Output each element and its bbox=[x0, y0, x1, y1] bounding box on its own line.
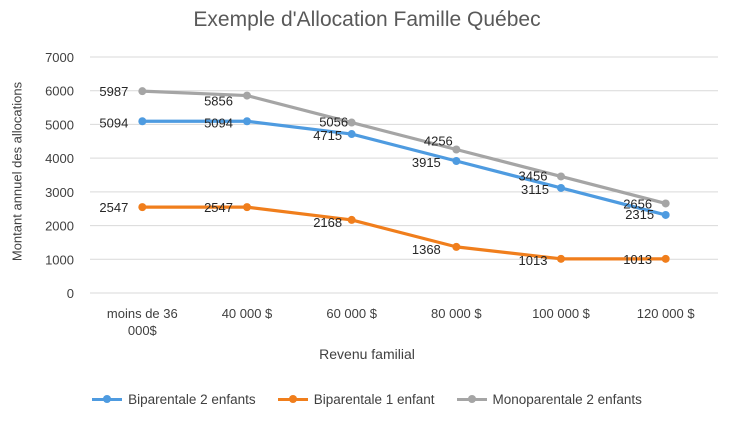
legend-label: Monoparentale 2 enfants bbox=[492, 392, 642, 407]
data-label: 5856 bbox=[204, 94, 233, 109]
data-label: 5987 bbox=[99, 84, 128, 99]
x-tick-label: 80 000 $ bbox=[431, 306, 482, 321]
data-label: 2168 bbox=[313, 215, 342, 230]
data-point bbox=[557, 172, 565, 181]
legend-item-biparentale-2: Biparentale 2 enfants bbox=[92, 392, 256, 407]
data-point bbox=[661, 199, 670, 208]
data-label: 5094 bbox=[99, 115, 128, 130]
data-point bbox=[557, 183, 565, 192]
y-tick-label: 7000 bbox=[45, 50, 74, 65]
data-point bbox=[557, 254, 565, 263]
data-label: 1368 bbox=[412, 242, 441, 257]
y-tick-label: 3000 bbox=[45, 185, 74, 200]
data-point bbox=[452, 242, 461, 251]
x-axis-label: Revenu familial bbox=[319, 346, 415, 362]
data-point bbox=[661, 210, 670, 219]
series-line bbox=[142, 119, 667, 217]
y-tick-label: 2000 bbox=[45, 219, 74, 234]
y-tick-label: 0 bbox=[67, 286, 74, 301]
x-tick-label: 40 000 $ bbox=[222, 306, 273, 321]
data-label: 2315 bbox=[625, 207, 654, 222]
grid-lines bbox=[90, 56, 718, 294]
legend: Biparentale 2 enfants Biparentale 1 enfa… bbox=[0, 392, 734, 407]
data-label: 2547 bbox=[204, 200, 233, 215]
x-tick-label: 60 000 $ bbox=[326, 306, 377, 321]
data-point bbox=[661, 254, 670, 263]
data-label: 4715 bbox=[313, 128, 342, 143]
legend-swatch-gray bbox=[456, 395, 487, 403]
y-tick-label: 4000 bbox=[45, 151, 74, 166]
y-tick-label: 6000 bbox=[45, 84, 74, 99]
y-tick-label: 1000 bbox=[45, 252, 74, 267]
data-point bbox=[347, 215, 356, 224]
chart-title: Exemple d'Allocation Famille Québec bbox=[193, 8, 541, 31]
series-lines bbox=[138, 87, 670, 263]
data-point bbox=[138, 203, 147, 212]
data-point bbox=[243, 203, 251, 212]
data-point bbox=[138, 87, 147, 96]
x-axis-ticks: moins de 36 000$ 40 000 $ 60 000 $ 80 000 $ 1… bbox=[107, 306, 695, 338]
y-tick-label: 5000 bbox=[45, 117, 74, 132]
data-point bbox=[452, 145, 461, 154]
data-label: 2547 bbox=[99, 200, 128, 215]
legend-item-biparentale-1: Biparentale 1 enfant bbox=[277, 392, 435, 407]
legend-label: Biparentale 2 enfants bbox=[128, 392, 256, 407]
legend-label: Biparentale 1 enfant bbox=[313, 392, 435, 407]
data-label: 3115 bbox=[521, 182, 549, 197]
legend-item-monoparentale-2: Monoparentale 2 enfants bbox=[456, 392, 642, 407]
data-label: 5094 bbox=[204, 115, 233, 130]
data-label: 3456 bbox=[519, 168, 548, 183]
data-point bbox=[452, 157, 461, 166]
data-point bbox=[138, 117, 147, 126]
legend-swatch-blue bbox=[92, 395, 123, 403]
x-tick-label: 100 000 $ bbox=[532, 306, 591, 321]
data-point bbox=[347, 130, 356, 139]
data-label: 3915 bbox=[412, 155, 441, 170]
legend-swatch-orange bbox=[277, 395, 308, 403]
series-line bbox=[142, 205, 666, 261]
series-line bbox=[142, 89, 667, 206]
data-label: 5056 bbox=[319, 115, 348, 130]
y-axis-ticks: 0 1000 2000 3000 4000 5000 6000 7000 bbox=[45, 50, 74, 301]
data-point bbox=[243, 117, 251, 126]
data-point bbox=[243, 91, 251, 100]
data-point bbox=[347, 118, 356, 127]
x-tick-label: moins de 36 000$ bbox=[107, 306, 178, 338]
data-label: 1013 bbox=[623, 252, 652, 267]
data-label: 1013 bbox=[519, 253, 548, 268]
data-label: 2656 bbox=[623, 196, 652, 211]
data-labels: 5987 5856 5056 4256 3456 2656 5094 5094 4715 3915… bbox=[99, 84, 654, 268]
y-axis-label: Montant annuel des allocations bbox=[9, 81, 25, 262]
x-tick-label: 120 000 $ bbox=[637, 306, 696, 321]
data-label: 4256 bbox=[424, 134, 453, 149]
